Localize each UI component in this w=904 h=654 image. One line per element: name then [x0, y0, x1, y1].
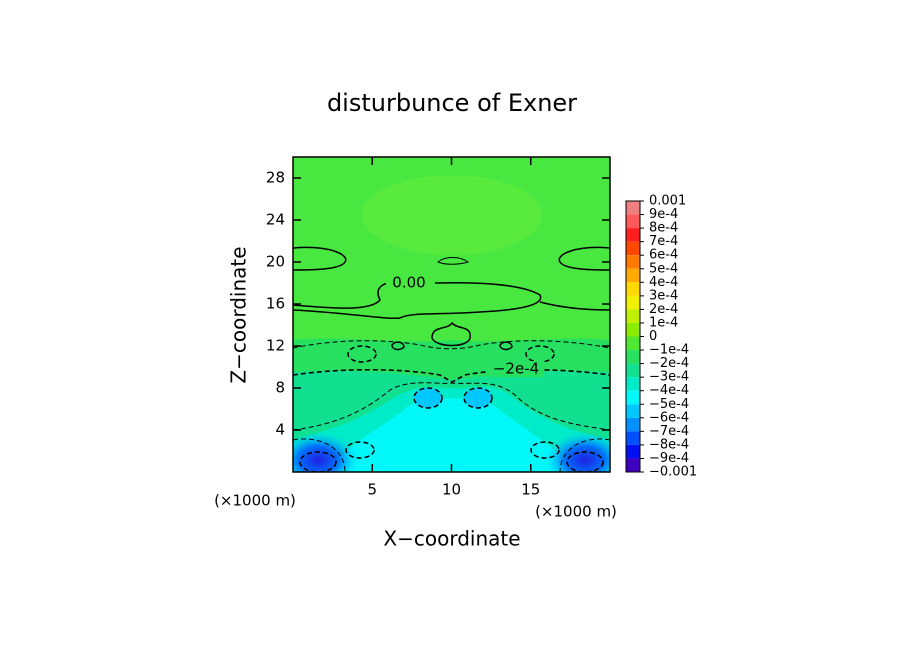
colorbar-label: −0.001: [649, 465, 697, 480]
contour-line: [293, 368, 610, 383]
contour-line: [431, 321, 471, 347]
colorbar-label: 8e-4: [649, 221, 678, 236]
colorbar-band: [626, 268, 640, 283]
colorbar-label: 7e-4: [649, 234, 678, 249]
x-unit-label: (×1000 m): [535, 503, 617, 521]
colorbar-label: −4e-4: [649, 383, 689, 398]
y-axis-title: Z−coordinate: [227, 246, 251, 383]
contour-line: [539, 301, 610, 311]
field-region: [362, 175, 542, 255]
colorbar-band: [626, 336, 640, 351]
chart-title: disturbunce of Exner: [327, 89, 577, 117]
colorbar-label: 4e-4: [649, 275, 678, 290]
colorbar-band: [626, 377, 640, 391]
x-tick-label: 5: [367, 481, 377, 499]
contour-line: [413, 387, 443, 409]
colorbar-label: 0: [649, 329, 657, 344]
contour-line: [345, 441, 375, 459]
y-tick-label: 28: [266, 169, 285, 187]
colorbar-label: −5e-4: [649, 397, 689, 412]
colorbar-label: 2e-4: [649, 302, 678, 317]
contour-line: [293, 282, 389, 309]
contour-line: [530, 441, 560, 459]
contour-line: [391, 341, 405, 351]
colorbar-band: [626, 201, 640, 215]
contour-line: [566, 451, 604, 472]
x-tick-label: 15: [521, 481, 540, 499]
contour-line: [299, 451, 337, 472]
colorbar-band: [626, 444, 640, 459]
colorbar-label: −1e-4: [649, 343, 689, 358]
field-region: [464, 388, 492, 408]
contour-line: [293, 340, 610, 350]
y-unit-label: (×1000 m): [214, 492, 296, 510]
contour-field: [293, 157, 610, 472]
colorbar-band: [626, 255, 640, 269]
contour-lines: [293, 246, 610, 351]
colorbar-band: [626, 295, 640, 310]
colorbar-label: −2e-4: [649, 356, 689, 371]
contour-line: [293, 309, 401, 320]
dashed-contours: [293, 340, 610, 472]
field-region: [545, 432, 610, 472]
contour-line: [558, 246, 610, 271]
colorbar-label: 9e-4: [649, 207, 678, 222]
field-region: [330, 398, 575, 472]
colorbar-label: 5e-4: [649, 261, 678, 276]
colorbar-band: [626, 390, 640, 405]
colorbar-label: 1e-4: [649, 315, 678, 330]
colorbar-band: [626, 228, 640, 242]
contour-line: [293, 246, 347, 271]
colorbar-band: [626, 309, 640, 323]
colorbar-label: −8e-4: [649, 437, 689, 452]
x-tick-label: 10: [442, 481, 461, 499]
contour-label: −2e-4: [493, 360, 539, 378]
colorbar-label: 3e-4: [649, 288, 678, 303]
label-gap: [386, 273, 432, 291]
y-tick-label: 4: [275, 421, 285, 439]
contour-line: [463, 387, 493, 409]
contour-line: [399, 281, 542, 319]
colorbar-band: [626, 404, 640, 418]
y-tick-label: 16: [266, 295, 285, 313]
colorbar-label: −7e-4: [649, 424, 689, 439]
field-region: [414, 388, 442, 408]
contour-label: 0.00: [392, 274, 425, 292]
colorbar-label: −6e-4: [649, 410, 689, 425]
colorbar-label: 0.001: [649, 194, 686, 209]
y-tick-label: 24: [266, 211, 285, 229]
contour-line: [437, 257, 470, 265]
colorbar-band: [626, 417, 640, 432]
colorbar-band: [626, 350, 640, 364]
colorbar-label: −9e-4: [649, 451, 689, 466]
field-region: [293, 432, 358, 472]
colorbar-band: [626, 458, 640, 472]
colorbar-band: [626, 214, 640, 229]
contour-line: [293, 382, 610, 431]
colorbar-label: 6e-4: [649, 248, 678, 263]
label-gap: [488, 361, 544, 377]
colorbar-band: [626, 322, 640, 337]
colorbar-band: [626, 282, 640, 296]
contour-line: [347, 345, 377, 363]
y-tick-label: 20: [266, 253, 285, 271]
colorbar-label: −3e-4: [649, 370, 689, 385]
y-tick-label: 8: [275, 379, 285, 397]
colorbar-band: [626, 363, 640, 378]
colorbar-band: [626, 431, 640, 445]
y-tick-label: 12: [266, 337, 285, 355]
x-axis-title: X−coordinate: [383, 527, 520, 551]
colorbar-band: [626, 241, 640, 256]
contour-line: [559, 438, 610, 472]
